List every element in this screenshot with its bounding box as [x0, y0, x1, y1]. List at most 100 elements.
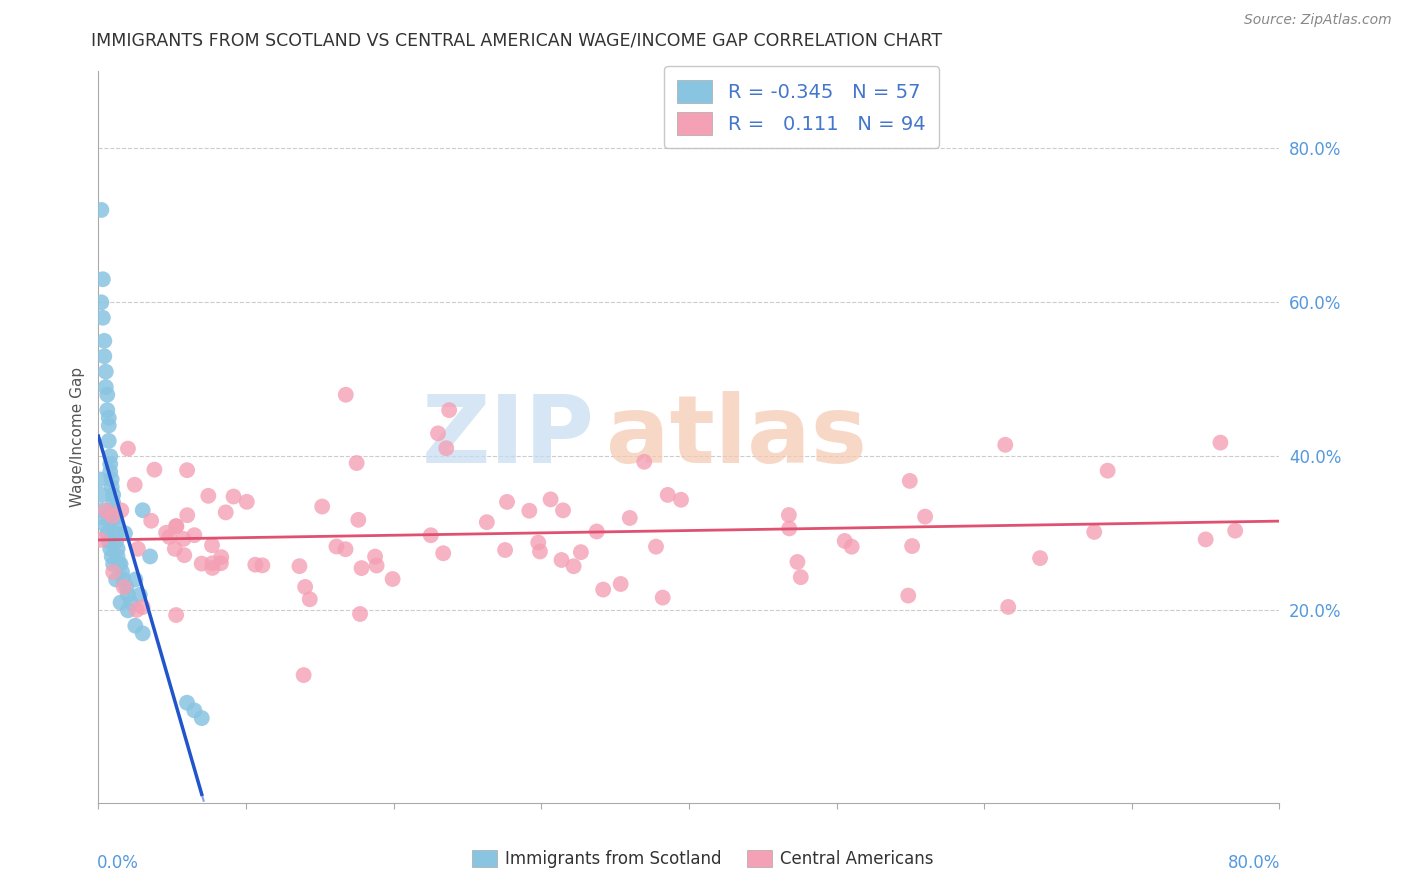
Point — [551, 503, 574, 517]
Point — [110, 503, 132, 517]
Point — [128, 588, 150, 602]
Point — [350, 561, 373, 575]
Point — [897, 589, 920, 603]
Point — [100, 472, 122, 486]
Legend: Immigrants from Scotland, Central Americans: Immigrants from Scotland, Central Americ… — [465, 843, 941, 875]
Point — [540, 492, 562, 507]
Point — [834, 533, 856, 548]
Point — [366, 558, 388, 573]
Point — [292, 668, 315, 682]
Point — [91, 272, 114, 286]
Point — [97, 434, 120, 448]
Point — [103, 557, 125, 571]
Point — [93, 511, 115, 525]
Point — [335, 542, 357, 557]
Point — [288, 559, 311, 574]
Point — [96, 403, 118, 417]
Point — [346, 456, 368, 470]
Point — [1225, 524, 1247, 538]
Point — [103, 565, 125, 579]
Point — [112, 573, 135, 587]
Point — [619, 511, 641, 525]
Point — [325, 540, 347, 554]
Point — [633, 455, 655, 469]
Point — [98, 541, 121, 556]
Point — [349, 607, 371, 621]
Point — [527, 535, 550, 549]
Point — [176, 463, 198, 477]
Point — [112, 580, 135, 594]
Point — [645, 540, 668, 554]
Text: Source: ZipAtlas.com: Source: ZipAtlas.com — [1244, 13, 1392, 28]
Point — [163, 541, 186, 556]
Point — [197, 489, 219, 503]
Point — [124, 573, 146, 587]
Point — [901, 539, 924, 553]
Point — [125, 603, 148, 617]
Point — [778, 508, 800, 522]
Point — [609, 577, 631, 591]
Point — [93, 334, 115, 348]
Point — [141, 514, 163, 528]
Point — [94, 504, 117, 518]
Point — [139, 549, 162, 564]
Point — [90, 533, 112, 547]
Point — [97, 534, 120, 549]
Point — [165, 607, 187, 622]
Text: IMMIGRANTS FROM SCOTLAND VS CENTRAL AMERICAN WAGE/INCOME GAP CORRELATION CHART: IMMIGRANTS FROM SCOTLAND VS CENTRAL AMER… — [91, 31, 942, 49]
Point — [97, 410, 120, 425]
Point — [90, 488, 112, 502]
Point — [100, 480, 122, 494]
Point — [191, 711, 214, 725]
Point — [124, 477, 146, 491]
Point — [550, 553, 572, 567]
Point — [419, 528, 441, 542]
Point — [165, 519, 187, 533]
Point — [100, 549, 122, 564]
Point — [114, 526, 136, 541]
Point — [914, 509, 936, 524]
Point — [209, 550, 232, 565]
Point — [97, 418, 120, 433]
Point — [562, 559, 585, 574]
Point — [90, 295, 112, 310]
Point — [132, 600, 155, 615]
Point — [222, 490, 245, 504]
Point — [117, 588, 139, 602]
Point — [103, 503, 125, 517]
Point — [101, 509, 124, 524]
Point — [997, 599, 1019, 614]
Point — [173, 532, 195, 546]
Point — [110, 596, 132, 610]
Point — [98, 457, 121, 471]
Y-axis label: Wage/Income Gap: Wage/Income Gap — [70, 367, 86, 508]
Point — [96, 526, 118, 541]
Point — [437, 403, 460, 417]
Point — [1195, 533, 1218, 547]
Point — [90, 202, 112, 217]
Point — [104, 511, 127, 525]
Point — [91, 310, 114, 325]
Point — [165, 519, 187, 533]
Point — [898, 474, 921, 488]
Point — [657, 488, 679, 502]
Point — [669, 492, 692, 507]
Point — [496, 495, 519, 509]
Point — [111, 565, 134, 579]
Point — [335, 388, 357, 402]
Point — [120, 596, 142, 610]
Point — [1083, 524, 1105, 539]
Point — [432, 546, 454, 560]
Point — [173, 548, 195, 562]
Point — [529, 544, 551, 558]
Point — [245, 558, 267, 572]
Point — [89, 472, 111, 486]
Point — [157, 530, 180, 544]
Point — [427, 426, 450, 441]
Point — [127, 541, 149, 556]
Point — [183, 703, 205, 717]
Point — [103, 488, 125, 502]
Point — [117, 603, 139, 617]
Point — [381, 572, 404, 586]
Point — [778, 521, 800, 535]
